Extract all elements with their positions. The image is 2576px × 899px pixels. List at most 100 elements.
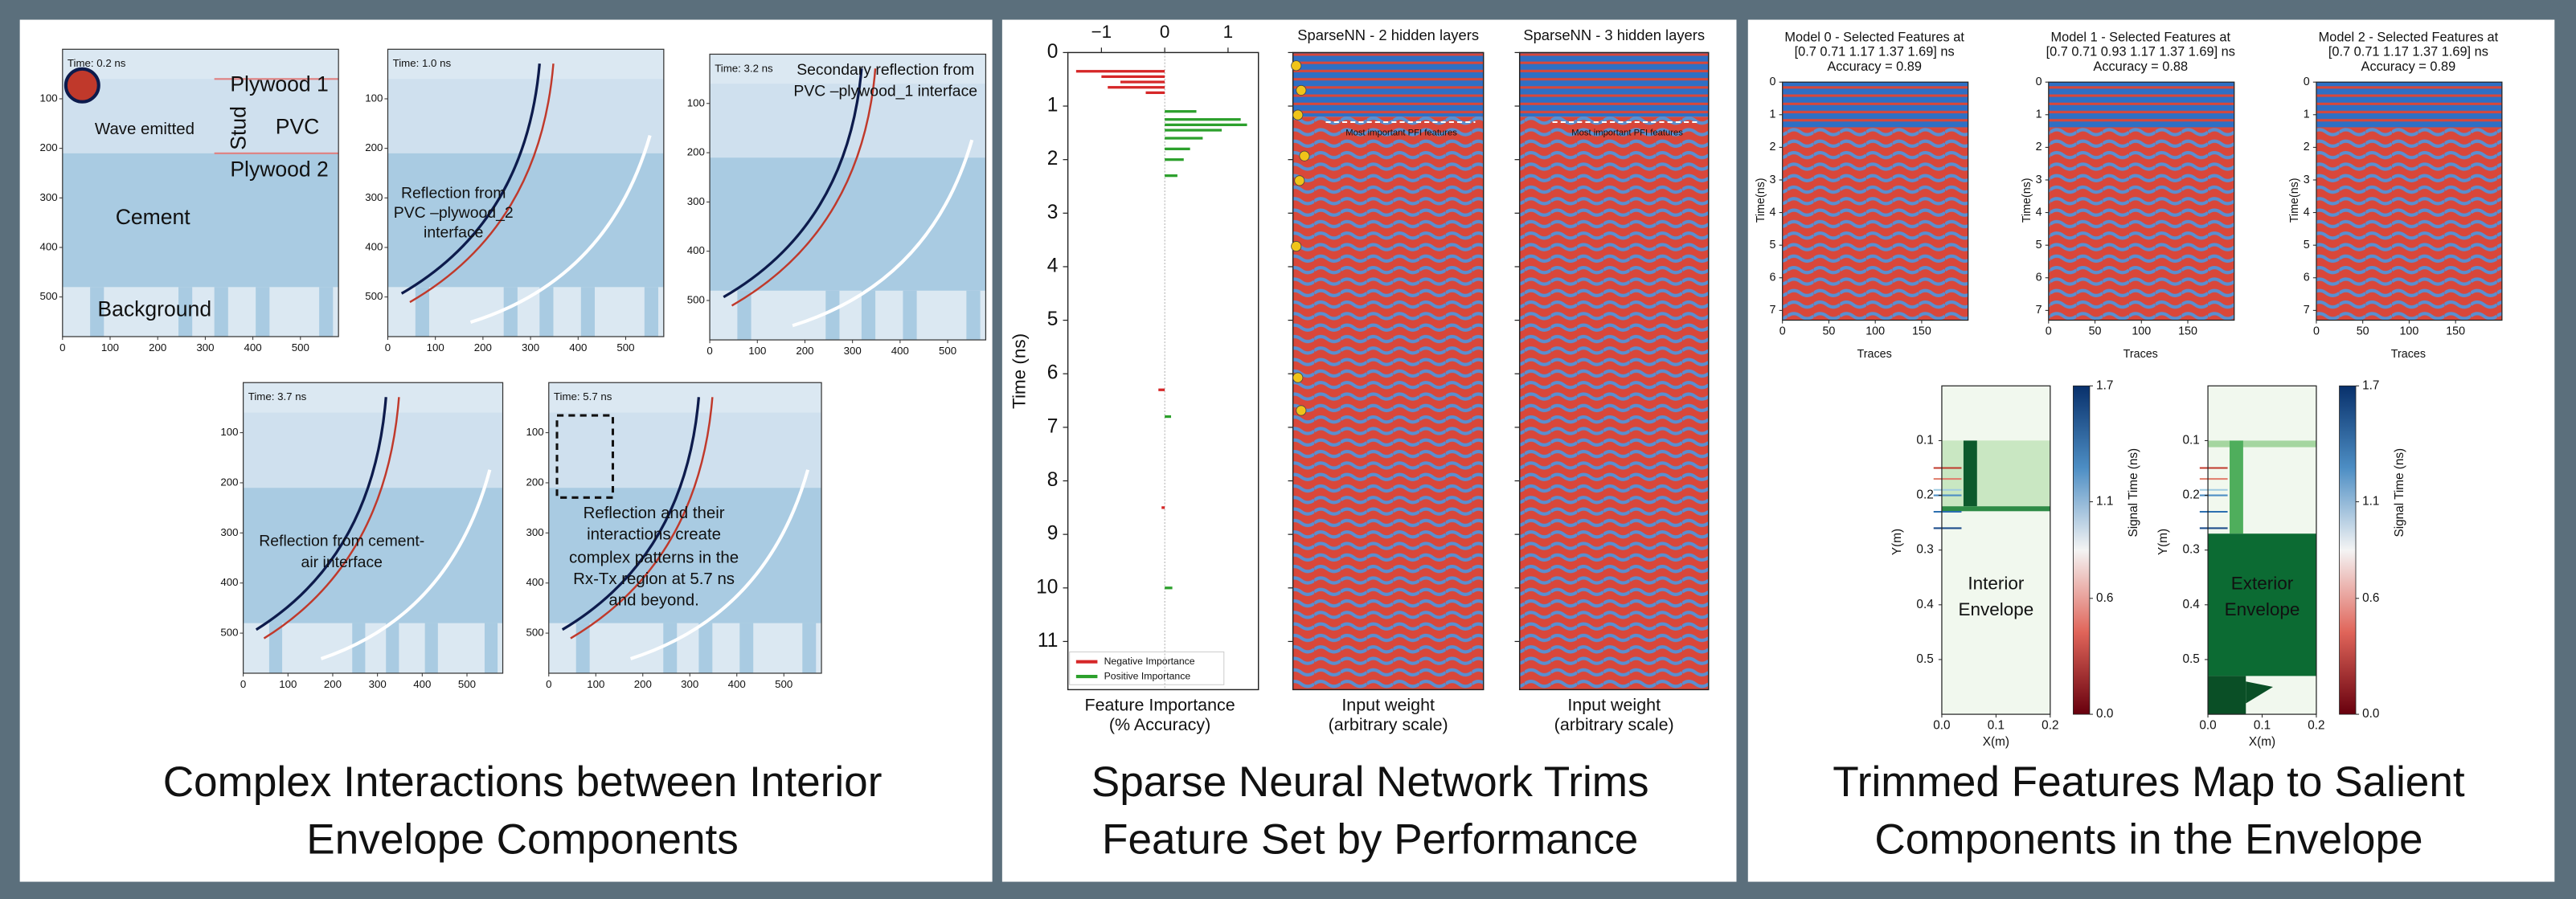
annotation: and beyond. xyxy=(608,591,698,609)
x-tick-label: 0 xyxy=(2313,325,2320,338)
y-tick-label: 0 xyxy=(2036,76,2042,88)
x-tick-label: 50 xyxy=(2089,325,2102,338)
y-tick-label: 4 xyxy=(2036,206,2042,219)
colorbar xyxy=(2339,385,2357,715)
time-label: Time: 1.0 ns xyxy=(393,57,452,69)
x-tick-label: 0 xyxy=(240,678,246,690)
sim-stud xyxy=(966,290,981,341)
colorbar-label: Signal Time (ns) xyxy=(2393,448,2406,537)
pfi-dot xyxy=(1291,60,1302,72)
heatmap-title: SparseNN - 3 hidden layers xyxy=(1523,27,1705,43)
y-tick-label: 400 xyxy=(687,244,705,256)
y-tick-label: 4 xyxy=(1047,255,1059,276)
annotation: interactions create xyxy=(587,526,721,544)
x-tick-label: 0 xyxy=(385,341,391,353)
time-label: Time: 3.7 ns xyxy=(248,390,307,403)
sim-stud xyxy=(663,623,678,673)
heatmap-waves xyxy=(1292,116,1484,690)
axis-label: Input weight xyxy=(1341,696,1435,715)
wavefront xyxy=(792,139,974,328)
map-region xyxy=(1941,440,2050,507)
x-tick-label: 0.0 xyxy=(1933,718,1950,732)
y-tick-label: 400 xyxy=(40,241,58,253)
model-stripes xyxy=(2316,82,2502,129)
sim-stud xyxy=(503,287,518,337)
y-tick-label: 6 xyxy=(1770,272,1776,284)
region-label: Interior xyxy=(1968,574,2024,594)
sim-stud xyxy=(415,287,429,337)
sim-frame xyxy=(387,48,665,337)
y-tick-label: 0.1 xyxy=(1916,433,1933,447)
colorbar-tick-label: 0.6 xyxy=(2096,591,2113,605)
y-tick-label: 2 xyxy=(2304,141,2310,153)
x-tick-label: 100 xyxy=(1865,325,1885,338)
annotation: PVC –plywood_1 interface xyxy=(793,83,977,100)
sim-layer-cement xyxy=(710,157,986,291)
sim-layer-wall xyxy=(548,412,822,488)
model-title: Accuracy = 0.89 xyxy=(2361,59,2456,74)
sim-stud xyxy=(319,287,334,337)
x-tick-label: 200 xyxy=(149,341,166,353)
x-tick-label: 50 xyxy=(2357,325,2369,338)
sim-frame xyxy=(62,48,339,337)
importance-bar xyxy=(1075,70,1165,73)
y-tick-label: 300 xyxy=(220,526,238,538)
y-tick-label: 3 xyxy=(2036,174,2042,186)
pfi-dot xyxy=(1296,405,1307,416)
axis-label: Traces xyxy=(2123,348,2158,361)
sim-stud xyxy=(903,290,917,341)
caption: Envelope Components xyxy=(306,816,739,864)
sim-stud xyxy=(386,623,399,673)
wavefront xyxy=(561,397,701,631)
model-title: [0.7 0.71 1.17 1.37 1.69] ns xyxy=(1795,45,1955,59)
y-tick-label: 100 xyxy=(220,426,238,438)
annotation: Wave emitted xyxy=(95,121,195,138)
map-band xyxy=(1941,506,2050,512)
y-tick-label: 0.1 xyxy=(2183,433,2200,447)
y-tick-label: 1 xyxy=(2036,108,2042,121)
y-tick-label: 200 xyxy=(365,141,383,153)
wavefront xyxy=(409,63,555,304)
y-tick-label: 300 xyxy=(526,526,544,538)
x-tick-label: 400 xyxy=(569,341,587,353)
x-tick-label: 100 xyxy=(427,341,444,353)
y-tick-label: 1 xyxy=(1770,108,1776,121)
sim-stud xyxy=(802,623,817,673)
annotation: PVC xyxy=(276,114,320,138)
y-tick-label: 5 xyxy=(1770,239,1776,251)
sim-stud xyxy=(256,287,270,337)
axis-label: (arbitrary scale) xyxy=(1329,715,1448,734)
map-region xyxy=(2208,533,2316,676)
pfi-dot xyxy=(1292,109,1304,121)
map-region xyxy=(2230,440,2243,534)
x-tick-label: 50 xyxy=(1822,325,1835,338)
wavefront xyxy=(263,397,400,640)
heatmap-title: SparseNN - 2 hidden layers xyxy=(1297,27,1479,43)
model-waves xyxy=(1782,128,1968,321)
y-tick-label: 6 xyxy=(2304,272,2310,284)
x-tick-label: 400 xyxy=(244,341,262,353)
importance-bar xyxy=(1165,147,1190,150)
y-tick-label: 100 xyxy=(687,96,705,108)
caption: Components in the Envelope xyxy=(1874,816,2422,864)
importance-frame xyxy=(1067,51,1259,691)
pfi-dot xyxy=(1292,372,1304,383)
annotation: Plywood 1 xyxy=(230,72,328,96)
axis-label: Time (ns) xyxy=(1009,333,1029,409)
sim-layer-wall xyxy=(243,412,503,488)
x-tick-label: 400 xyxy=(728,678,746,690)
sim-stud xyxy=(424,623,438,673)
x-tick-label: 0 xyxy=(1779,325,1786,338)
map-background xyxy=(1941,386,2050,715)
y-tick-label: 200 xyxy=(526,476,544,488)
sim-layer-wall xyxy=(62,79,339,153)
x-tick-label: 150 xyxy=(1912,325,1931,338)
x-tick-label: 0.1 xyxy=(1988,718,2005,732)
x-tick-label: 100 xyxy=(2132,325,2151,338)
x-tick-label: 0.2 xyxy=(2308,718,2324,732)
annotation: air interface xyxy=(301,554,383,571)
model-stripes xyxy=(1782,82,1968,129)
y-tick-label: 0.4 xyxy=(2183,598,2201,611)
x-tick-label: 500 xyxy=(292,341,309,353)
heatmap-note: Most important PFI features xyxy=(1571,128,1683,137)
